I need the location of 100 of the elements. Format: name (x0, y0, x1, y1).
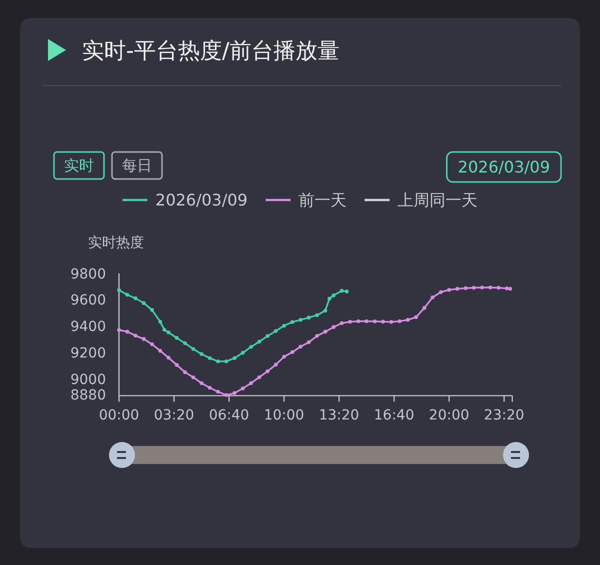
point (224, 359, 228, 364)
point (191, 347, 196, 351)
point (224, 393, 228, 397)
point (290, 320, 294, 324)
point (158, 320, 162, 324)
point (191, 375, 196, 380)
point (142, 301, 146, 305)
y-tick-label: 9200 (70, 345, 106, 362)
point (504, 286, 509, 290)
point (340, 288, 344, 293)
point (480, 286, 484, 290)
y-tick-label: 9600 (70, 292, 106, 309)
point (328, 296, 332, 301)
legend-label: 前一天 (298, 190, 347, 210)
point (249, 381, 253, 386)
point (430, 295, 434, 300)
point (274, 329, 278, 333)
point (134, 296, 138, 300)
point (422, 306, 426, 310)
point (464, 286, 468, 290)
x-tick-label: 16:40 (374, 408, 414, 424)
x-tick-label: 00:00 (98, 408, 140, 424)
point (208, 356, 212, 360)
point (232, 356, 236, 360)
y-tick-label: 9800 (70, 266, 106, 282)
point (364, 319, 368, 324)
x-tick-label: 03:20 (154, 408, 194, 424)
point (315, 313, 319, 318)
point (266, 369, 270, 374)
point (306, 340, 311, 344)
point (257, 340, 262, 344)
point (508, 286, 512, 291)
point (183, 341, 187, 346)
point (166, 356, 170, 360)
x-tick-label: 10:00 (264, 408, 304, 424)
point (166, 330, 170, 334)
point (282, 324, 286, 328)
point (282, 354, 286, 359)
point (117, 328, 121, 332)
point (447, 288, 451, 292)
point (274, 362, 278, 367)
point (117, 288, 121, 292)
point (372, 320, 377, 324)
point (298, 344, 302, 349)
x-tick-label: 13:20 (318, 408, 360, 424)
x-tick-label: 06:40 (208, 408, 250, 424)
point (398, 319, 402, 324)
point (216, 390, 220, 394)
point (240, 386, 245, 390)
point (389, 320, 394, 324)
point (216, 359, 220, 364)
annotation: 每日 (111, 151, 163, 180)
point (323, 308, 328, 312)
point (315, 334, 319, 338)
point (332, 325, 336, 329)
y-tick-label: 9400 (70, 319, 106, 336)
point (488, 286, 492, 290)
point (183, 370, 187, 374)
point (496, 286, 500, 290)
point (406, 318, 410, 322)
point (142, 337, 146, 341)
point (249, 344, 253, 349)
point (290, 350, 294, 354)
legend-label: 上周同一天 (398, 190, 478, 210)
point (174, 336, 179, 340)
y-tick-label: 9000 (70, 372, 106, 388)
point (158, 348, 162, 353)
point (348, 320, 352, 324)
point (414, 315, 418, 320)
point (240, 350, 245, 355)
x-tick-label: 20:00 (428, 408, 470, 424)
x-tick-label: 23:20 (484, 408, 524, 424)
point (306, 316, 311, 320)
y-tick-label: 8880 (70, 388, 106, 404)
point (472, 286, 476, 290)
legend-label: 2026/03/09 (155, 190, 248, 210)
point (150, 342, 154, 346)
point (134, 334, 138, 338)
point (438, 290, 443, 294)
annotation: 实时 (53, 151, 105, 180)
annotation: 2026/03/09 (446, 151, 562, 183)
point (381, 320, 385, 324)
chart-title: 实时-平台热度/前台播放量 (82, 39, 340, 64)
y-axis-title: 实时热度 (88, 235, 144, 251)
point (323, 330, 328, 334)
point (125, 292, 130, 297)
point (200, 381, 204, 386)
point (332, 294, 336, 298)
point (200, 352, 204, 356)
point (208, 386, 212, 390)
point (232, 391, 236, 395)
point (150, 308, 154, 312)
point (356, 319, 360, 324)
point (455, 286, 460, 291)
point (174, 363, 179, 367)
point (266, 334, 270, 338)
point (162, 328, 166, 332)
point (344, 290, 349, 294)
point (340, 321, 344, 326)
point (125, 330, 130, 334)
